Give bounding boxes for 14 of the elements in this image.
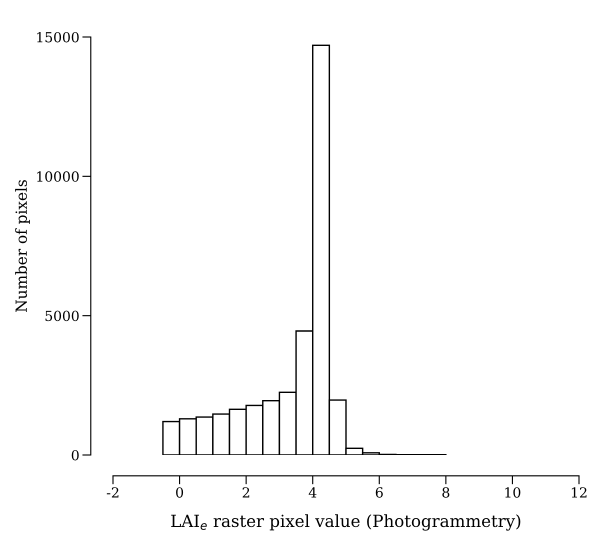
x-tick-label: 8 [442, 487, 450, 498]
x-tick-label: 2 [242, 487, 250, 498]
y-tick-label: 5000 [46, 310, 79, 322]
x-tick-label: -2 [106, 487, 118, 498]
y-tick-label: 10000 [37, 171, 79, 182]
x-axis-title: LAI$_{e}$ raster pixel value (Photogrammetry) [171, 514, 520, 531]
x-tick-label: 10 [505, 487, 520, 498]
x-tick-label: 0 [176, 487, 184, 498]
x-tick-label: 6 [376, 487, 383, 498]
y-axis-title: Number of pixels [15, 180, 30, 312]
x-tick-label: 4 [308, 487, 316, 498]
y-tick-label: 15000 [37, 32, 79, 42]
y-tick-label: 0 [72, 450, 79, 460]
x-tick-label: 12 [572, 487, 586, 498]
